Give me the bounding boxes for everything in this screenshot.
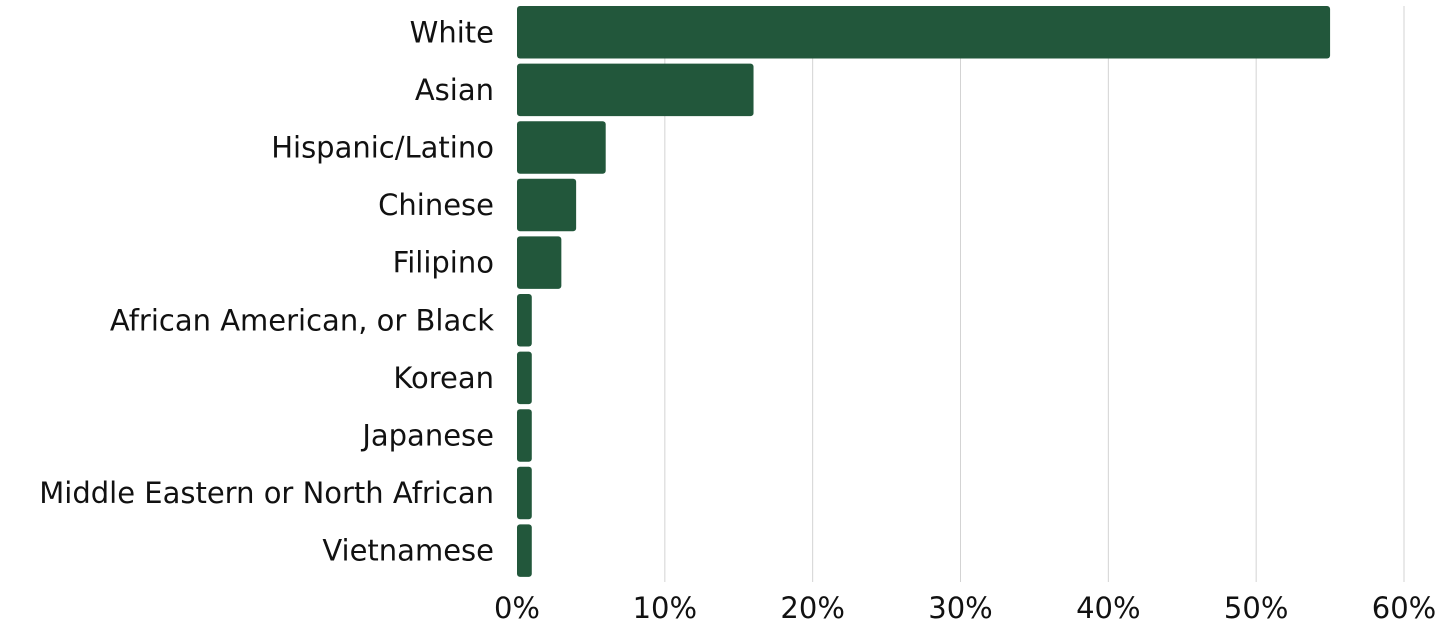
category-label: Filipino bbox=[393, 246, 494, 280]
category-label: Japanese bbox=[360, 418, 494, 452]
x-tick-label: 20% bbox=[780, 591, 844, 625]
bar bbox=[517, 351, 532, 405]
bar bbox=[517, 524, 532, 577]
category-label: Chinese bbox=[378, 188, 494, 222]
bar bbox=[517, 409, 532, 462]
bar bbox=[517, 466, 532, 520]
category-labels: White Asian Hispanic/Latino Chinese Filipino… bbox=[39, 15, 494, 567]
category-label: African American, or Black bbox=[110, 303, 494, 337]
bar bbox=[517, 294, 532, 347]
x-tick-label: 50% bbox=[1224, 591, 1288, 625]
x-tick-label: 60% bbox=[1372, 591, 1436, 625]
x-axis-ticks: 0% 10% 20% 30% 40% 50% 60% bbox=[494, 591, 1436, 625]
x-tick-label: 40% bbox=[1076, 591, 1140, 625]
category-label: Vietnamese bbox=[322, 534, 494, 568]
x-tick-label: 0% bbox=[494, 591, 540, 625]
category-label: White bbox=[410, 15, 494, 49]
category-label: Korean bbox=[393, 361, 494, 395]
x-tick-label: 10% bbox=[633, 591, 697, 625]
bar bbox=[517, 236, 562, 289]
category-label: Middle Eastern or North African bbox=[39, 476, 494, 510]
bars bbox=[517, 6, 1331, 577]
x-tick-label: 30% bbox=[928, 591, 992, 625]
category-label: Asian bbox=[415, 73, 494, 107]
gridlines bbox=[664, 6, 1405, 582]
bar bbox=[517, 121, 606, 174]
category-label: Hispanic/Latino bbox=[271, 130, 494, 164]
bar bbox=[517, 63, 754, 117]
bar bbox=[517, 6, 1331, 59]
bar bbox=[517, 178, 577, 232]
